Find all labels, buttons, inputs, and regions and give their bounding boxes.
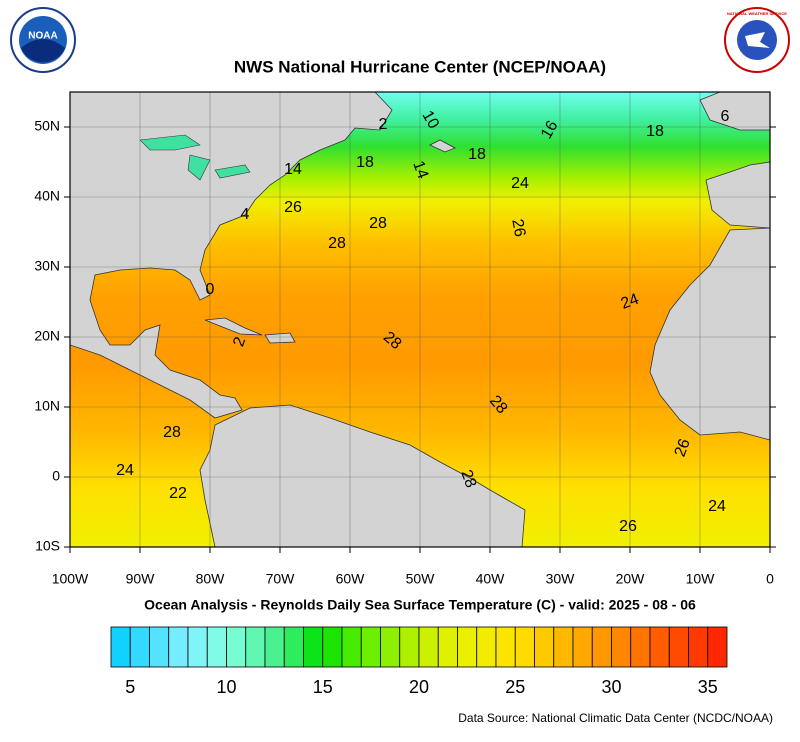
colorbar-box [206, 626, 227, 668]
lat-label: 10S [35, 538, 60, 554]
colorbar-box [341, 626, 362, 668]
lon-label: 30W [546, 571, 576, 587]
lat-label: 30N [34, 258, 60, 274]
colorbar-box [457, 626, 478, 668]
contour-label: 24 [708, 498, 726, 515]
colorbar-box [380, 626, 401, 668]
contour-label: 16 [538, 118, 562, 142]
colorbar-box [611, 626, 632, 668]
contour-label: 24 [116, 462, 134, 479]
contour-label: 4 [241, 206, 250, 223]
colorbar-tick-label: 30 [601, 677, 621, 697]
colorbar-box [495, 626, 516, 668]
contour-label: 24 [511, 175, 529, 192]
lat-label: 50N [34, 118, 60, 134]
colorbar-box [553, 626, 574, 668]
title: NWS National Hurricane Center (NCEP/NOAA… [234, 57, 606, 76]
contour-label: 18 [356, 154, 374, 171]
colorbar-tick-label: 35 [698, 677, 718, 697]
contour-label: 6 [721, 108, 730, 125]
data-source: Data Source: National Climatic Data Cent… [458, 711, 773, 725]
contour-label: 26 [672, 437, 694, 460]
lon-label: 80W [196, 571, 226, 587]
contour-label: 2 [379, 116, 388, 133]
colorbar-tick-label: 20 [409, 677, 429, 697]
colorbar-box [149, 626, 170, 668]
lon-label: 10W [686, 571, 716, 587]
contour-label: 26 [508, 218, 528, 239]
lat-label: 40N [34, 188, 60, 204]
colorbar-box [360, 626, 381, 668]
colorbar-box [129, 626, 150, 668]
colorbar-box [283, 626, 304, 668]
lon-label: 90W [126, 571, 156, 587]
colorbar-box [534, 626, 555, 668]
colorbar-box [168, 626, 189, 668]
contour-label: 0 [206, 281, 215, 298]
contour-label: 24 [619, 291, 642, 313]
colorbar-box [649, 626, 670, 668]
lat-label: 0 [52, 468, 60, 484]
contour-label: 28 [163, 424, 181, 441]
contour-label: 22 [169, 485, 187, 502]
nws-logo-text: NATIONAL WEATHER SERVICE [727, 11, 787, 16]
lon-label: 70W [266, 571, 296, 587]
noaa-logo-text: NOAA [28, 31, 57, 42]
colorbar-box [264, 626, 285, 668]
lon-label: 100W [52, 571, 89, 587]
colorbar-box [514, 626, 535, 668]
lon-label: 20W [616, 571, 646, 587]
contour-label: 28 [457, 468, 479, 491]
noaa-logo: NOAA [10, 7, 76, 73]
colorbar-box [418, 626, 439, 668]
colorbar-tick-label: 25 [505, 677, 525, 697]
colorbar-box [399, 626, 420, 668]
lon-label: 40W [476, 571, 506, 587]
lat-label: 20N [34, 328, 60, 344]
colorbar-box [688, 626, 709, 668]
colorbar-box [303, 626, 324, 668]
lon-label: 0 [766, 571, 774, 587]
contour-label: 10 [418, 108, 442, 132]
lon-label: 50W [406, 571, 436, 587]
colorbar-box [437, 626, 458, 668]
colorbar-box [110, 626, 131, 668]
colorbar-box [226, 626, 247, 668]
lat-label: 10N [34, 398, 60, 414]
contour-label: 18 [468, 146, 486, 163]
colorbar-box [630, 626, 651, 668]
contour-label: 14 [284, 161, 302, 178]
colorbar-box [245, 626, 266, 668]
colorbar-box [707, 626, 728, 668]
colorbar-box [668, 626, 689, 668]
colorbar-tick-label: 15 [313, 677, 333, 697]
contour-label: 18 [646, 123, 664, 140]
colorbar-box [322, 626, 343, 668]
contour-label: 28 [369, 215, 387, 232]
colorbar-tick-label: 10 [216, 677, 236, 697]
colorbar-box [476, 626, 497, 668]
nws-logo: NATIONAL WEATHER SERVICE [724, 7, 790, 73]
map-frame [69, 91, 771, 548]
colorbar-tick-label: 5 [125, 677, 135, 697]
contour-label: 28 [328, 235, 346, 252]
colorbar-box [591, 626, 612, 668]
subtitle: Ocean Analysis - Reynolds Daily Sea Surf… [144, 597, 696, 613]
colorbar-box [187, 626, 208, 668]
colorbar-box [572, 626, 593, 668]
contour-label: 26 [284, 199, 302, 216]
contour-label: 26 [619, 518, 637, 535]
contour-label: 14 [409, 159, 431, 182]
lon-label: 60W [336, 571, 366, 587]
